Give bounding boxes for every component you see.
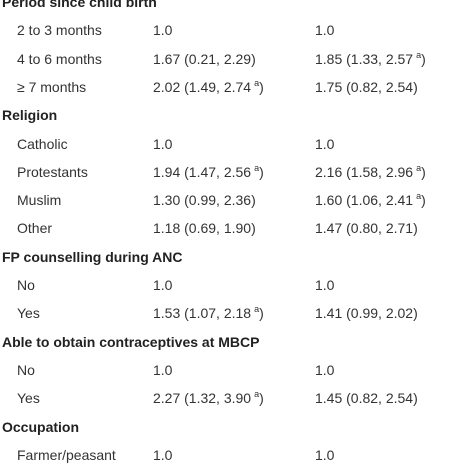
cell-close: ) xyxy=(259,305,264,322)
row-label: Protestants xyxy=(17,163,88,180)
cell: 1.47 (0.80, 2.71) xyxy=(315,219,418,237)
section-title: Religion xyxy=(2,107,58,124)
cell: 1.0 xyxy=(315,361,334,379)
cell-value: 1.18 (0.69, 1.90) xyxy=(153,220,256,237)
cell: 1.45 (0.82, 2.54) xyxy=(315,389,418,407)
row-label: Muslim xyxy=(17,192,62,209)
cell-value: 1.47 (0.80, 2.71) xyxy=(315,220,418,237)
cell: 2.27 (1.32, 3.90 a) xyxy=(153,389,264,407)
cell-value: 1.0 xyxy=(153,22,173,39)
cell: 1.41 (0.99, 2.02) xyxy=(315,304,418,322)
footnote-mark: a xyxy=(416,49,422,60)
row-label: 2 to 3 months xyxy=(17,22,102,39)
cell: 1.0 xyxy=(153,446,172,464)
cell: 1.0 xyxy=(153,276,172,294)
cell-close: ) xyxy=(421,192,426,209)
cell-close: ) xyxy=(259,163,264,180)
cell: 1.18 (0.69, 1.90) xyxy=(153,219,256,237)
cell: 1.60 (1.06, 2.41 a) xyxy=(315,191,426,209)
cell: 1.0 xyxy=(153,21,172,39)
cell-value: 1.0 xyxy=(315,446,335,463)
cell-value: 2.16 (1.58, 2.96 xyxy=(315,163,414,180)
row-label: Farmer/peasant xyxy=(17,446,116,463)
row-label: Yes xyxy=(17,390,40,407)
cell: 1.75 (0.82, 2.54) xyxy=(315,78,418,96)
row-label: No xyxy=(17,361,35,378)
footnote-mark: a xyxy=(254,389,260,400)
cell: 1.67 (0.21, 2.29) xyxy=(153,50,256,68)
cell: 1.53 (1.07, 2.18 a) xyxy=(153,304,264,322)
cell: 1.30 (0.99, 2.36) xyxy=(153,191,256,209)
cell-close: ) xyxy=(421,50,426,67)
section-title: Occupation xyxy=(2,418,80,435)
cell-value: 1.0 xyxy=(315,361,335,378)
row-label: 4 to 6 months xyxy=(17,50,102,67)
cell-value: 1.0 xyxy=(153,135,173,152)
cell: 2.02 (1.49, 2.74 a) xyxy=(153,78,264,96)
section-title: FP counselling during ANC xyxy=(2,248,183,265)
cell-close: ) xyxy=(421,163,426,180)
cell-value: 1.75 (0.82, 2.54) xyxy=(315,78,418,95)
cell-value: 1.0 xyxy=(315,22,335,39)
cell: 1.0 xyxy=(315,446,334,464)
cell-value: 1.0 xyxy=(315,277,335,293)
footnote-mark: a xyxy=(416,191,422,202)
cell-close: ) xyxy=(259,78,264,95)
cell: 1.0 xyxy=(153,135,172,153)
cell: 1.0 xyxy=(153,361,172,379)
cell: 1.0 xyxy=(315,135,334,153)
cell-value: 1.67 (0.21, 2.29) xyxy=(153,50,256,67)
row-label: Other xyxy=(17,220,53,237)
cell-value: 1.0 xyxy=(153,361,173,378)
cell: 1.0 xyxy=(315,21,334,39)
cell-value: 1.45 (0.82, 2.54) xyxy=(315,390,418,407)
cell-value: 1.94 (1.47, 2.56 xyxy=(153,163,252,180)
cell: 1.85 (1.33, 2.57 a) xyxy=(315,50,426,68)
footnote-mark: a xyxy=(416,162,422,173)
cell-value: 2.02 (1.49, 2.74 xyxy=(153,78,252,95)
row-label: No xyxy=(17,277,35,293)
section-title: Able to obtain contraceptives at MBCP xyxy=(2,333,260,350)
cell-value: 1.60 (1.06, 2.41 xyxy=(315,192,414,209)
section-title: Period since child birth xyxy=(2,0,157,10)
cell-value: 1.0 xyxy=(153,446,173,463)
cell-value: 1.53 (1.07, 2.18 xyxy=(153,305,252,322)
cell-value: 1.0 xyxy=(315,135,335,152)
footnote-mark: a xyxy=(254,162,260,173)
row-label: ≥ 7 months xyxy=(17,78,87,95)
cell-close: ) xyxy=(259,390,264,407)
cell-value: 1.41 (0.99, 2.02) xyxy=(315,305,418,322)
cell-value: 1.30 (0.99, 2.36) xyxy=(153,192,256,209)
footnote-mark: a xyxy=(254,304,260,315)
row-label: Catholic xyxy=(17,135,68,152)
cell: 2.16 (1.58, 2.96 a) xyxy=(315,163,426,181)
cell: 1.0 xyxy=(315,276,334,294)
cell-value: 1.0 xyxy=(153,277,173,293)
footnote-mark: a xyxy=(254,77,260,88)
cell-value: 2.27 (1.32, 3.90 xyxy=(153,390,252,407)
row-label: Yes xyxy=(17,305,40,322)
cell: 1.94 (1.47, 2.56 a) xyxy=(153,163,264,181)
cell-value: 1.85 (1.33, 2.57 xyxy=(315,50,414,67)
